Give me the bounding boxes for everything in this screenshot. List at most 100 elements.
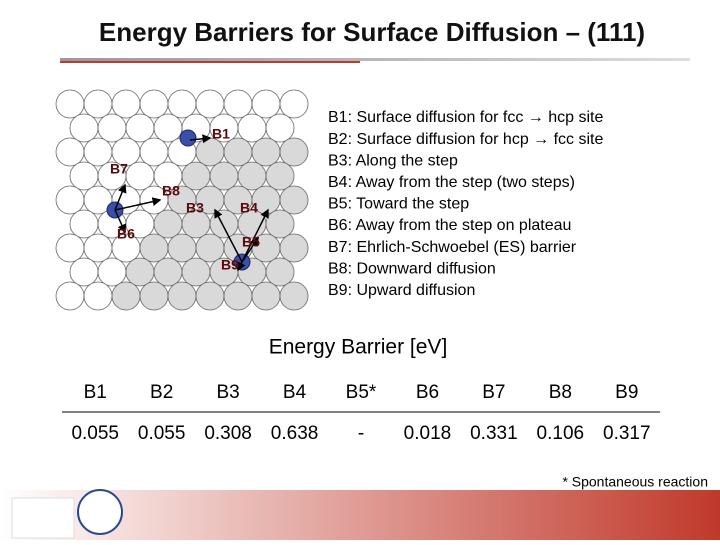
atom [223, 89, 253, 119]
atom [265, 209, 295, 239]
table-cell: 0.018 [404, 423, 452, 444]
diagram-label: B4 [240, 200, 258, 216]
table-header-cell: B9 [615, 382, 638, 403]
table-cell: 0.055 [138, 423, 186, 444]
atom [167, 233, 197, 263]
atom [125, 113, 155, 143]
title-rule [60, 58, 690, 61]
diagram-label: B6 [117, 226, 135, 242]
logos [11, 489, 123, 539]
table-header-cell: B5* [346, 382, 377, 403]
atom [167, 89, 197, 119]
diagram-label: B7 [110, 161, 128, 177]
atom [83, 137, 113, 167]
atom [55, 281, 85, 311]
title-rule-accent [60, 61, 360, 63]
atom [97, 257, 127, 287]
legend-item: B1: Surface diffusion for fcc → hcp site [328, 109, 603, 126]
legend-item: B9: Upward diffusion [328, 282, 475, 299]
legend-item: B4: Away from the step (two steps) [328, 174, 575, 191]
atom [181, 257, 211, 287]
table-header-cell: B1 [84, 382, 107, 403]
atom [195, 137, 225, 167]
table-cell: 0.308 [204, 423, 252, 444]
atom [139, 89, 169, 119]
atom [153, 209, 183, 239]
atom [139, 233, 169, 263]
table-caption: Energy Barrier [eV] [269, 336, 448, 359]
legend-item: B8: Downward diffusion [328, 260, 496, 277]
atom [195, 281, 225, 311]
diagram-label: B1 [212, 126, 230, 142]
table-cell: 0.638 [271, 423, 319, 444]
atom [55, 185, 85, 215]
atom [195, 89, 225, 119]
table-header-cell: B8 [549, 382, 572, 403]
atom [279, 137, 309, 167]
atom [223, 281, 253, 311]
atom [251, 89, 281, 119]
table-header-cell: B2 [150, 382, 173, 403]
atom [167, 281, 197, 311]
atom [69, 257, 99, 287]
atom [55, 137, 85, 167]
atom [69, 209, 99, 239]
atom [279, 281, 309, 311]
atom [265, 161, 295, 191]
atom [279, 185, 309, 215]
atom [237, 113, 267, 143]
atom [139, 281, 169, 311]
barrier-table: B1 B2 B3 B4 B5* B6 B7 B8 B9 0.055 0.055 0.308 0.638 -… [71, 382, 650, 444]
atom [279, 233, 309, 263]
atom [55, 89, 85, 119]
atom [69, 161, 99, 191]
atom [139, 137, 169, 167]
legend-item: B3: Along the step [328, 152, 458, 169]
table-header-cell: B4 [283, 382, 307, 403]
atom [83, 89, 113, 119]
table-cell: 0.106 [537, 423, 585, 444]
legend-item: B6: Away from the step on plateau [328, 217, 571, 234]
atom [195, 233, 225, 263]
atom [279, 89, 309, 119]
atom [251, 137, 281, 167]
atom [237, 161, 267, 191]
atom [83, 281, 113, 311]
atom [251, 281, 281, 311]
legend-item: B7: Ehrlich-Schwoebel (ES) barrier [328, 239, 577, 256]
table-cell: 0.317 [603, 423, 651, 444]
diffusion-arrows [114, 134, 269, 272]
footnote: * Spontaneous reaction [562, 474, 708, 490]
atom [125, 257, 155, 287]
atom [181, 161, 211, 191]
legend-item: B5: Toward the step [328, 196, 469, 213]
adatom [179, 129, 197, 147]
diagram-label: B9 [221, 257, 239, 273]
atom [153, 257, 183, 287]
table-cell: 0.055 [71, 423, 119, 444]
atom [97, 113, 127, 143]
table-cell: 0.331 [470, 423, 518, 444]
atom [69, 113, 99, 143]
atom [223, 137, 253, 167]
atom [265, 113, 295, 143]
table-header-cell: B6 [416, 382, 439, 403]
atom [209, 209, 239, 239]
table-header-cell: B7 [482, 382, 505, 403]
atom [111, 281, 141, 311]
diagram-label: B8 [162, 183, 180, 199]
atom [125, 161, 155, 191]
title: Energy Barriers for Surface Diffusion – … [99, 17, 645, 47]
table-header-cell: B3 [216, 382, 239, 403]
atom [111, 89, 141, 119]
diagram-label: B3 [186, 200, 204, 216]
atom [55, 233, 85, 263]
table-cell: - [358, 423, 364, 444]
legend: B1: Surface diffusion for fcc → hcp site… [328, 109, 603, 299]
atom [153, 113, 183, 143]
diagram-label: B5 [242, 234, 260, 250]
atom [209, 161, 239, 191]
atom [83, 233, 113, 263]
